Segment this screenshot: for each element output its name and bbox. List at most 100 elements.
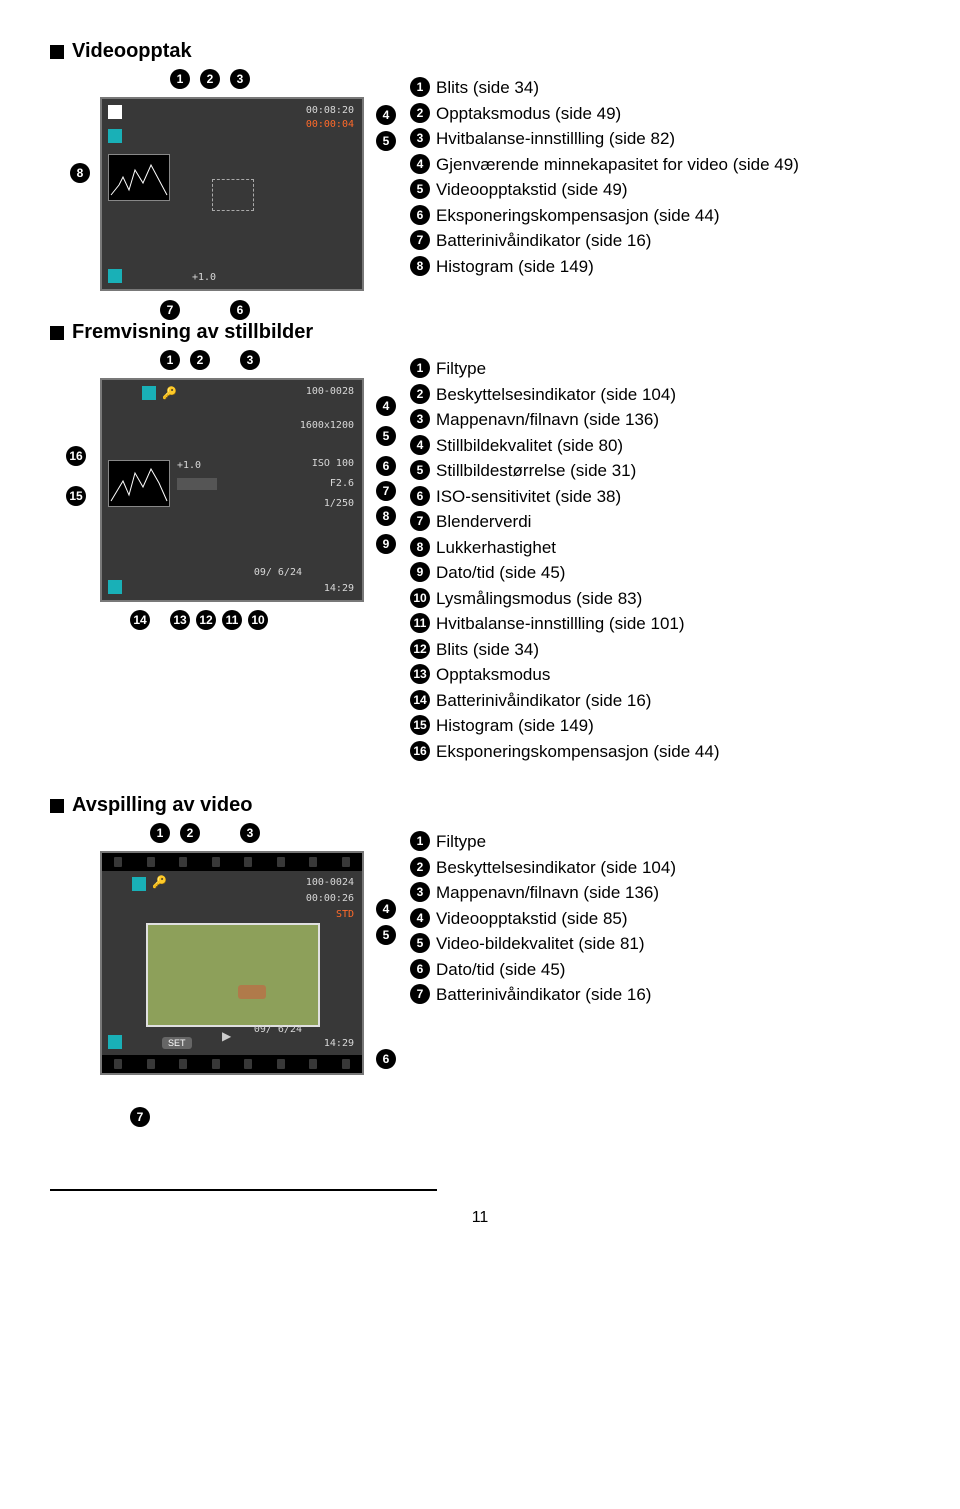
legend-text: Blenderverdi: [436, 509, 531, 535]
callout-6: 6: [376, 1049, 396, 1069]
legend-text: Eksponeringskompensasjon (side 44): [436, 203, 720, 229]
legend-item: 2Beskyttelsesindikator (side 104): [410, 855, 676, 881]
legend-item: 7Batterinivåindikator (side 16): [410, 228, 799, 254]
callout-4: 4: [376, 396, 396, 416]
legend-text: Filtype: [436, 356, 486, 382]
legend-item: 7Batterinivåindikator (side 16): [410, 982, 676, 1008]
legend-text: Dato/tid (side 45): [436, 560, 565, 586]
callout-4: 4: [376, 105, 396, 125]
legend-item: 11Hvitbalanse-innstillling (side 101): [410, 611, 720, 637]
callout-1: 1: [150, 823, 170, 843]
set-button: SET: [162, 1037, 192, 1049]
legend-item: 16Eksponeringskompensasjon (side 44): [410, 739, 720, 765]
lcd-screen-video-play: 🔑 100-0024 00:00:26 STD ▶ SET 09/ 6/24 1…: [100, 851, 364, 1075]
callout-10: 10: [248, 610, 268, 630]
callout-1: 1: [170, 69, 190, 89]
callout-15: 15: [66, 486, 86, 506]
legend-item: 4Stillbildekvalitet (side 80): [410, 433, 720, 459]
battery-icon: [108, 580, 122, 594]
legend-still-play: 1Filtype 2Beskyttelsesindikator (side 10…: [410, 356, 720, 764]
deer: [238, 985, 266, 999]
callout-7: 7: [376, 481, 396, 501]
callout-9: 9: [376, 534, 396, 554]
legend-item: 4Videoopptakstid (side 85): [410, 906, 676, 932]
callout-3: 3: [240, 823, 260, 843]
section-title-video-rec: Videoopptak: [50, 40, 910, 63]
legend-text: Stillbildekvalitet (side 80): [436, 433, 623, 459]
film-strip-bottom: [102, 1055, 362, 1073]
callout-12: 12: [196, 610, 216, 630]
legend-item: 14Batterinivåindikator (side 16): [410, 688, 720, 714]
lcd-iso: ISO 100: [312, 458, 354, 469]
callout-11: 11: [222, 610, 242, 630]
focus-bracket: [212, 179, 254, 211]
meter-icons: [177, 478, 217, 490]
lcd-screen-video-rec: 00:08:20 00:00:04 +1.0: [100, 97, 364, 291]
legend-text: Lysmålingsmodus (side 83): [436, 586, 642, 612]
legend-item: 3Hvitbalanse-innstillling (side 82): [410, 126, 799, 152]
legend-text: Hvitbalanse-innstillling (side 101): [436, 611, 685, 637]
legend-text: Batterinivåindikator (side 16): [436, 228, 651, 254]
callout-5: 5: [376, 426, 396, 446]
film-strip-top: [102, 853, 362, 871]
lcd-remain-time: 00:08:20: [306, 105, 354, 116]
legend-text: Video-bildekvalitet (side 81): [436, 931, 645, 957]
callout-13: 13: [170, 610, 190, 630]
section-title-video-play: Avspilling av video: [50, 794, 910, 817]
legend-text: Opptaksmodus (side 49): [436, 101, 621, 127]
legend-item: 13Opptaksmodus: [410, 662, 720, 688]
callout-1: 1: [160, 350, 180, 370]
diagram-still-play: 1 2 3 4 5 6 7 8 9 10 11 12 13 14 15 16 🔑…: [50, 356, 410, 646]
callout-8: 8: [376, 506, 396, 526]
callout-7: 7: [160, 300, 180, 320]
legend-item: 15Histogram (side 149): [410, 713, 720, 739]
callout-2: 2: [200, 69, 220, 89]
block-video-rec: 1 2 3 4 5 6 7 8 00:08:20 00:00:04 +1.0 1…: [50, 75, 910, 291]
legend-item: 3Mappenavn/filnavn (side 136): [410, 880, 676, 906]
legend-item: 10Lysmålingsmodus (side 83): [410, 586, 720, 612]
lcd-folder: 100-0024: [306, 877, 354, 888]
lcd-clock: 14:29: [324, 1038, 354, 1049]
callout-2: 2: [190, 350, 210, 370]
lcd-exp: +1.0: [177, 460, 201, 471]
play-triangle-icon: ▶: [222, 1029, 231, 1043]
mode-icon: [108, 129, 122, 143]
legend-text: Blits (side 34): [436, 637, 539, 663]
legend-item: 6Eksponeringskompensasjon (side 44): [410, 203, 799, 229]
callout-7: 7: [130, 1107, 150, 1127]
legend-text: Lukkerhastighet: [436, 535, 556, 561]
legend-text: Beskyttelsesindikator (side 104): [436, 382, 676, 408]
legend-item: 5Video-bildekvalitet (side 81): [410, 931, 676, 957]
legend-text: Histogram (side 149): [436, 254, 594, 280]
legend-text: Opptaksmodus: [436, 662, 550, 688]
lcd-date: 09/ 6/24: [254, 1024, 302, 1035]
legend-text: Beskyttelsesindikator (side 104): [436, 855, 676, 881]
callout-6: 6: [376, 456, 396, 476]
legend-text: Stillbildestørrelse (side 31): [436, 458, 636, 484]
flash-icon: [108, 105, 122, 119]
lcd-res: 1600x1200: [300, 420, 354, 431]
play-icon: [132, 877, 146, 891]
callout-5: 5: [376, 925, 396, 945]
block-still-play: 1 2 3 4 5 6 7 8 9 10 11 12 13 14 15 16 🔑…: [50, 356, 910, 764]
video-thumb: [146, 923, 320, 1027]
callout-14: 14: [130, 610, 150, 630]
legend-item: 2Opptaksmodus (side 49): [410, 101, 799, 127]
histogram: [108, 460, 170, 507]
lcd-shutter: 1/250: [324, 498, 354, 509]
legend-item: 6Dato/tid (side 45): [410, 957, 676, 983]
legend-item: 1Filtype: [410, 356, 720, 382]
lcd-f: F2.6: [330, 478, 354, 489]
legend-text: Histogram (side 149): [436, 713, 594, 739]
legend-item: 12Blits (side 34): [410, 637, 720, 663]
block-video-play: 1 2 3 4 5 6 7 🔑 100-0024 00:00:26 STD ▶ …: [50, 829, 910, 1129]
legend-item: 5Videoopptakstid (side 49): [410, 177, 799, 203]
legend-text: Filtype: [436, 829, 486, 855]
legend-text: Blits (side 34): [436, 75, 539, 101]
legend-item: 1Blits (side 34): [410, 75, 799, 101]
diagram-video-play: 1 2 3 4 5 6 7 🔑 100-0024 00:00:26 STD ▶ …: [50, 829, 410, 1129]
legend-video-rec: 1Blits (side 34) 2Opptaksmodus (side 49)…: [410, 75, 799, 279]
play-icon: [142, 386, 156, 400]
legend-item: 3Mappenavn/filnavn (side 136): [410, 407, 720, 433]
legend-item: 8Histogram (side 149): [410, 254, 799, 280]
